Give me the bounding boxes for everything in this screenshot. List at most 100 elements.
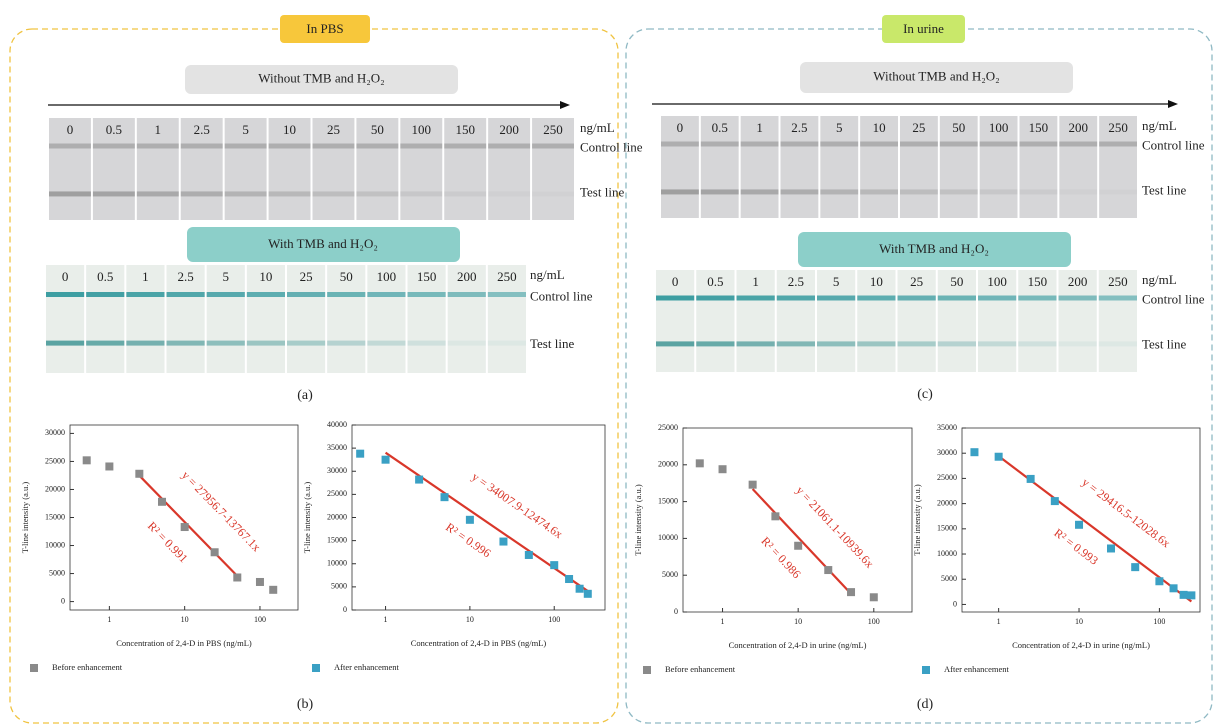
x-tick-label: 1: [997, 617, 1001, 626]
point: [181, 523, 189, 531]
y-tick-label: 30000: [327, 466, 347, 475]
concentration-label: 50: [952, 120, 965, 135]
point: [105, 462, 113, 470]
control-band: [93, 144, 135, 149]
point: [847, 588, 855, 596]
test-band: [857, 341, 895, 346]
test-band: [696, 341, 734, 346]
test-band: [900, 189, 938, 194]
concentration-label: 100: [987, 274, 1007, 289]
test-band: [701, 189, 739, 194]
control-band: [532, 144, 574, 149]
legend-swatch: [643, 666, 651, 674]
concentration-label: 100: [989, 120, 1009, 135]
control-band: [860, 142, 898, 147]
control-line-label: Control line: [1142, 292, 1205, 307]
test-line-label: Test line: [1142, 336, 1186, 351]
control-band: [938, 296, 976, 301]
test-band: [860, 189, 898, 194]
point: [824, 566, 832, 574]
control-band: [444, 144, 486, 149]
y-tick-label: 25000: [45, 456, 65, 465]
test-band: [207, 341, 245, 346]
y-tick-label: 15000: [658, 496, 678, 505]
y-tick-label: 30000: [45, 428, 65, 437]
test-band: [777, 341, 815, 346]
x-tick-label: 10: [1075, 617, 1083, 626]
test-band: [781, 189, 819, 194]
y-tick-label: 15000: [937, 524, 957, 533]
control-line-label: Control line: [530, 288, 593, 303]
test-band: [488, 191, 530, 196]
control-line-label: Control line: [1142, 138, 1205, 153]
legend-label: After enhancement: [944, 664, 1010, 674]
y-tick-label: 40000: [327, 420, 347, 429]
control-band: [46, 292, 84, 297]
point: [719, 465, 727, 473]
arrow-head: [560, 101, 570, 109]
y-axis-label: T-line intensity (a.u.): [912, 484, 922, 556]
test-band: [898, 341, 936, 346]
test-band: [137, 191, 179, 196]
test-band: [1059, 341, 1097, 346]
concentration-label: 250: [1108, 274, 1128, 289]
control-band: [137, 144, 179, 149]
concentration-label: 50: [371, 122, 384, 137]
control-band: [777, 296, 815, 301]
test-band: [938, 341, 976, 346]
point: [771, 512, 779, 520]
control-band: [737, 296, 775, 301]
concentration-label: 10: [873, 120, 886, 135]
concentration-label: 0.5: [712, 120, 728, 135]
test-band: [661, 189, 699, 194]
x-tick-label: 1: [107, 615, 111, 624]
concentration-label: 250: [543, 122, 563, 137]
test-band: [356, 191, 398, 196]
y-tick-label: 25000: [658, 423, 678, 432]
concentration-label: 0.5: [106, 122, 122, 137]
y-tick-label: 5000: [941, 574, 957, 583]
control-band: [287, 292, 325, 297]
test-band: [444, 191, 486, 196]
concentration-label: 0: [62, 269, 69, 284]
test-band: [181, 191, 223, 196]
test-band: [940, 189, 978, 194]
concentration-label: 5: [833, 274, 840, 289]
y-tick-label: 25000: [937, 473, 957, 482]
legend-swatch: [30, 664, 38, 672]
test-band: [656, 341, 694, 346]
control-band: [448, 292, 486, 297]
concentration-label: 2.5: [177, 269, 193, 284]
chart: 050001000015000200002500030000110100Conc…: [20, 425, 298, 672]
y-tick-label: 25000: [327, 489, 347, 498]
concentration-label: 10: [870, 274, 883, 289]
fit-r2: R² = 0.986: [758, 534, 803, 581]
test-band: [980, 189, 1018, 194]
point: [356, 450, 364, 458]
control-band: [781, 142, 819, 147]
control-band: [367, 292, 405, 297]
test-band: [400, 191, 442, 196]
test-band: [737, 341, 775, 346]
legend-swatch: [922, 666, 930, 674]
y-tick-label: 10000: [45, 540, 65, 549]
control-band: [167, 292, 205, 297]
panel-label: (c): [917, 387, 933, 402]
test-band: [408, 341, 446, 346]
concentration-label: 5: [223, 269, 230, 284]
control-band: [327, 292, 365, 297]
test-band: [820, 189, 858, 194]
test-band: [269, 191, 311, 196]
fit-r2: R² = 0.993: [1051, 526, 1100, 568]
pill-label: Without TMB and H₂O₂: [873, 68, 999, 83]
control-band: [247, 292, 285, 297]
point: [269, 586, 277, 594]
control-band: [900, 142, 938, 147]
test-band: [1020, 189, 1058, 194]
x-tick-label: 1: [384, 615, 388, 624]
x-tick-label: 10: [794, 617, 802, 626]
test-band: [225, 191, 267, 196]
point: [135, 470, 143, 478]
fit-equation: y = 27956.7-13767.1x: [179, 468, 264, 554]
concentration-label: 100: [412, 122, 432, 137]
